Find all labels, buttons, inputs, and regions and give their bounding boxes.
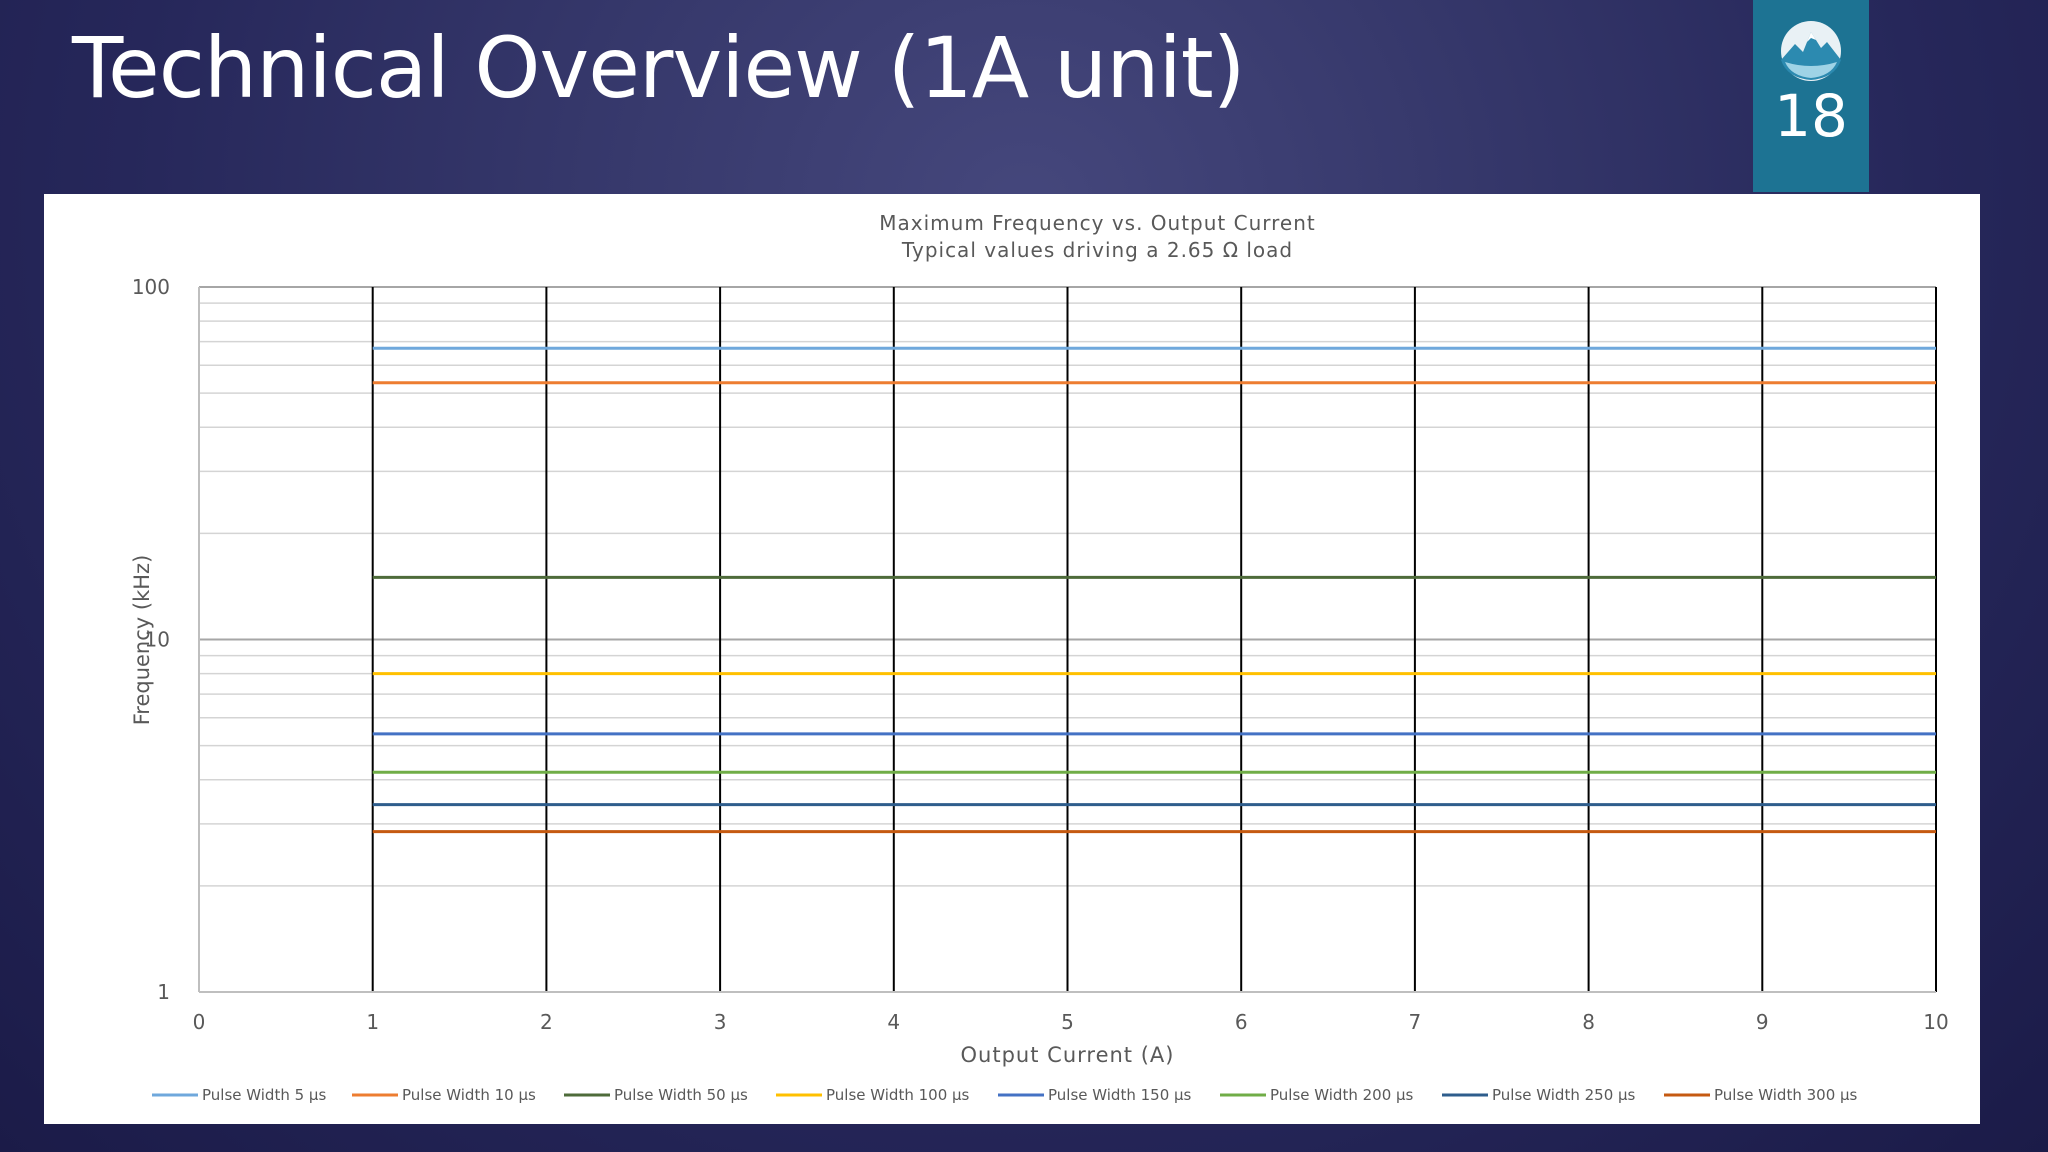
x-tick-label: 8 (1582, 1010, 1595, 1034)
x-tick-label: 10 (1923, 1010, 1948, 1034)
x-axis-title: Output Current (A) (961, 1043, 1175, 1067)
x-tick-label: 7 (1409, 1010, 1422, 1034)
legend-label-5: Pulse Width 150 µs (1048, 1086, 1192, 1104)
legend-label-8: Pulse Width 300 µs (1714, 1086, 1858, 1104)
y-tick-label: 100 (132, 275, 170, 299)
legend-label-2: Pulse Width 10 µs (402, 1086, 536, 1104)
chart-title: Maximum Frequency vs. Output Current (879, 211, 1316, 235)
legend-label-6: Pulse Width 200 µs (1270, 1086, 1414, 1104)
y-tick-label: 10 (145, 628, 170, 652)
y-tick-label: 1 (157, 980, 170, 1004)
x-tick-label: 5 (1061, 1010, 1074, 1034)
x-tick-label: 4 (887, 1010, 900, 1034)
legend-label-7: Pulse Width 250 µs (1492, 1086, 1636, 1104)
mountain-globe-logo-icon (1781, 21, 1841, 81)
chart-panel: Maximum Frequency vs. Output Current Typi… (44, 194, 1980, 1124)
legend-label-4: Pulse Width 100 µs (826, 1086, 970, 1104)
x-tick-label: 2 (540, 1010, 553, 1034)
legend-label-1: Pulse Width 5 µs (202, 1086, 326, 1104)
frequency-chart: Maximum Frequency vs. Output Current Typi… (130, 211, 1949, 1104)
x-tick-label: 1 (366, 1010, 379, 1034)
x-tick-label: 0 (193, 1010, 206, 1034)
page-badge: 18 (1753, 0, 1869, 192)
x-tick-label: 6 (1235, 1010, 1248, 1034)
legend-label-3: Pulse Width 50 µs (614, 1086, 748, 1104)
slide-title: Technical Overview (1A unit) (72, 19, 1245, 117)
x-tick-label: 3 (714, 1010, 727, 1034)
page-number: 18 (1774, 82, 1848, 150)
x-tick-label: 9 (1756, 1010, 1769, 1034)
chart-subtitle: Typical values driving a 2.65 Ω load (901, 238, 1293, 262)
y-axis-title: Frequency (kHz) (130, 555, 154, 726)
